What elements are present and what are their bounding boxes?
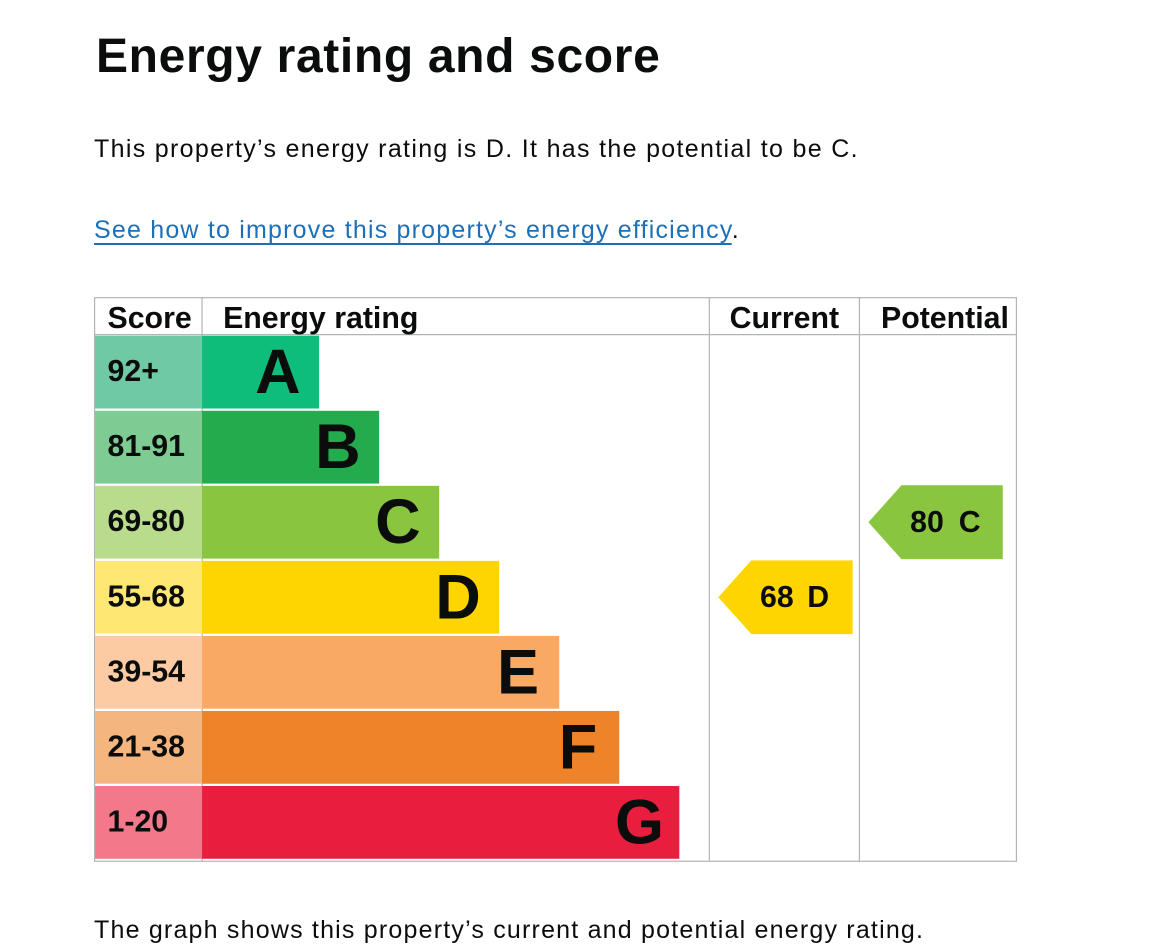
svg-text:Score: Score — [108, 302, 192, 335]
svg-text:69-80: 69-80 — [108, 505, 186, 538]
svg-text:D: D — [435, 562, 481, 632]
svg-text:1-20: 1-20 — [108, 805, 169, 838]
svg-text:G: G — [615, 787, 664, 857]
svg-text:B: B — [315, 412, 361, 482]
svg-text:80: 80 — [910, 506, 944, 539]
svg-text:81-91: 81-91 — [108, 430, 186, 463]
svg-text:C: C — [375, 487, 421, 557]
svg-text:Energy rating: Energy rating — [223, 302, 418, 335]
svg-text:68: 68 — [760, 581, 794, 614]
svg-text:E: E — [497, 637, 539, 707]
svg-text:C: C — [959, 506, 981, 539]
svg-text:39-54: 39-54 — [108, 655, 186, 688]
svg-text:D: D — [807, 581, 829, 614]
svg-text:55-68: 55-68 — [108, 580, 186, 613]
svg-text:F: F — [559, 712, 598, 782]
svg-text:92+: 92+ — [108, 355, 159, 388]
svg-text:A: A — [255, 337, 301, 407]
svg-text:Current: Current — [730, 302, 839, 335]
svg-text:Potential: Potential — [881, 302, 1009, 335]
svg-text:21-38: 21-38 — [108, 730, 186, 763]
